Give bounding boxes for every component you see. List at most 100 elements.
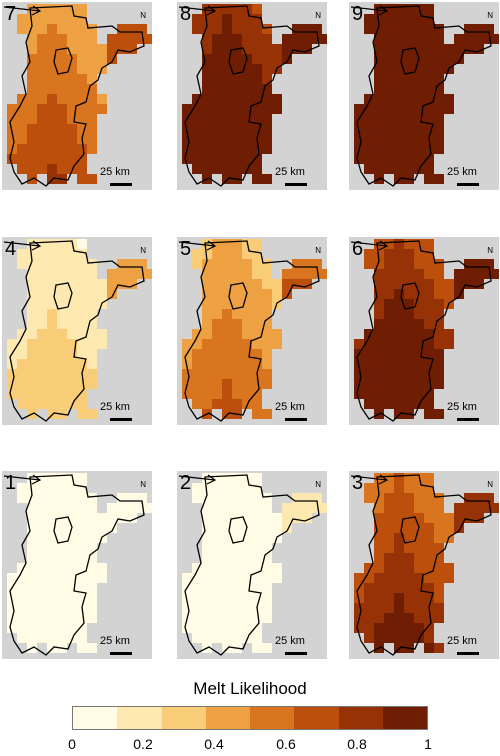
melt-cell [127,24,137,34]
melt-cell [262,349,272,359]
melt-cell [87,24,97,34]
melt-cell [67,279,77,289]
melt-cell [107,279,117,289]
melt-cell [87,309,97,319]
melt-grid [182,239,327,422]
melt-cell [67,104,77,114]
scale-bar [457,418,479,421]
melt-cell [222,4,232,14]
melt-cell [117,513,127,523]
melt-cell [97,279,107,289]
melt-cell [252,24,262,34]
melt-cell [262,174,272,184]
melt-cell [384,493,394,503]
melt-cell [252,623,262,633]
melt-cell [302,24,312,34]
melt-cell [282,269,292,279]
melt-cell [77,573,87,583]
melt-cell [404,593,414,603]
melt-cell [212,503,222,513]
north-arrow-icon [3,474,42,485]
melt-cell [424,114,434,124]
melt-cell [222,379,232,389]
melt-cell [404,623,414,633]
melt-cell [57,4,67,14]
melt-cell [47,154,57,164]
melt-cell [212,164,222,174]
melt-cell [374,399,384,409]
melt-cell [414,94,424,104]
melt-cell [434,289,444,299]
melt-cell [37,64,47,74]
melt-cell [47,613,57,623]
legend-colorbar [72,706,428,730]
melt-cell [202,279,212,289]
melt-cell [87,74,97,84]
melt-cell [252,379,262,389]
melt-cell [242,379,252,389]
legend-bin [161,707,206,729]
melt-cell [414,339,424,349]
melt-cell [192,583,202,593]
melt-cell [474,34,484,44]
melt-cell [222,34,232,44]
glacier-outline [356,5,492,187]
melt-cell [232,583,242,593]
melt-cell [384,533,394,543]
melt-cell [47,54,57,64]
melt-cell [77,154,87,164]
melt-cell [37,289,47,299]
melt-cell [47,14,57,24]
melt-cell [67,359,77,369]
melt-cell [37,164,47,174]
melt-cell [202,84,212,94]
melt-cell [242,389,252,399]
legend-bin [117,707,162,729]
melt-cell [252,329,262,339]
melt-cell [212,249,222,259]
melt-cell [292,279,302,289]
melt-cell [404,369,414,379]
melt-grid [7,4,152,187]
melt-cell [242,319,252,329]
melt-cell [384,603,394,613]
melt-cell [384,483,394,493]
melt-cell [232,553,242,563]
melt-cell [67,154,77,164]
melt-cell [212,309,222,319]
melt-cell [484,259,494,269]
melt-cell [37,319,47,329]
melt-cell [262,493,272,503]
melt-cell [272,289,282,299]
melt-cell [7,369,17,379]
melt-cell [232,359,242,369]
melt-cell [414,44,424,54]
melt-cell [87,523,97,533]
melt-cell [374,34,384,44]
melt-cell [242,124,252,134]
melt-cell [67,583,77,593]
melt-cell [464,34,474,44]
melt-cell [424,379,434,389]
melt-cell [77,623,87,633]
melt-cell [222,483,232,493]
melt-cell [424,359,434,369]
melt-cell [87,369,97,379]
melt-cell [202,144,212,154]
melt-cell [262,134,272,144]
melt-cell [222,339,232,349]
melt-cell [242,553,252,563]
melt-cell [374,603,384,613]
melt-cell [404,503,414,513]
melt-cell [212,239,222,249]
melt-cell [202,473,212,483]
melt-cell [47,134,57,144]
melt-grid [7,473,152,656]
melt-cell [272,94,282,104]
melt-cell [434,563,444,573]
melt-cell [424,74,434,84]
melt-cell [87,104,97,114]
melt-cell [57,379,67,389]
melt-cell [364,583,374,593]
melt-cell [444,513,454,523]
